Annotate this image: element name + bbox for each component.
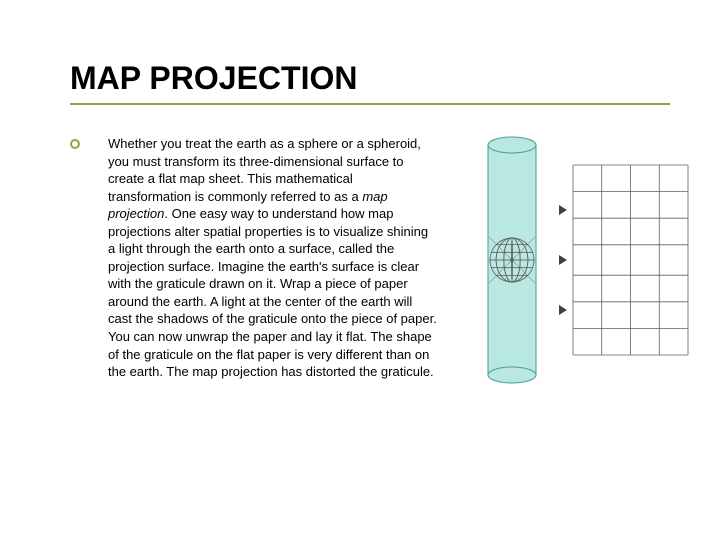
page-title: MAP PROJECTION xyxy=(70,60,670,97)
content-row: Whether you treat the earth as a sphere … xyxy=(70,135,670,415)
globe-icon xyxy=(489,237,535,283)
diagram-area xyxy=(458,135,670,415)
body-post: . One easy way to understand how map pro… xyxy=(108,206,437,379)
flat-grid xyxy=(573,165,688,355)
projection-diagram xyxy=(458,135,698,395)
slide: MAP PROJECTION Whether you treat the ear… xyxy=(0,0,720,540)
bullet-icon xyxy=(70,139,80,149)
body-text: Whether you treat the earth as a sphere … xyxy=(108,135,438,415)
title-underline xyxy=(70,103,670,105)
bullet-column xyxy=(70,135,88,415)
projection-arrows xyxy=(559,205,567,315)
